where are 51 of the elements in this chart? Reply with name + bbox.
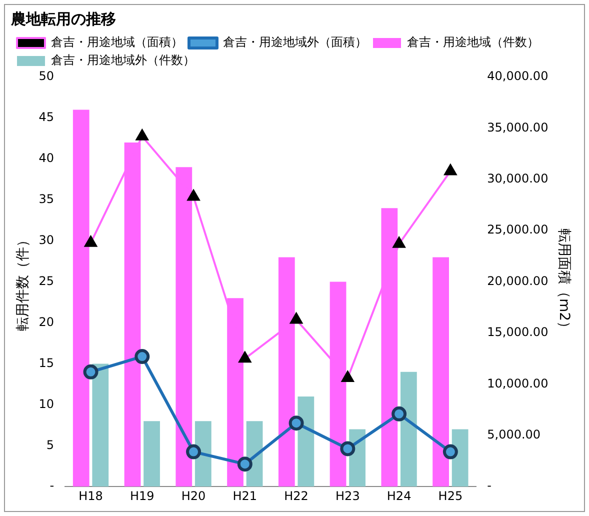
x-tick-label: H25: [438, 488, 463, 503]
bar: [194, 421, 212, 487]
y-tick-label: 40: [38, 151, 54, 166]
x-tick-label: H23: [336, 488, 360, 503]
y2-tick-label: 30,000.00: [487, 172, 548, 186]
y2-tick-label: 25,000.00: [487, 222, 548, 237]
y-tick-label: 45: [38, 110, 54, 124]
bar: [452, 429, 468, 487]
bar: [92, 364, 109, 487]
point: [237, 456, 252, 472]
bar: [400, 372, 417, 487]
y2-tick-label: -: [487, 478, 492, 493]
x-tick-label: H24: [386, 488, 412, 503]
x-tick-label: H22: [284, 488, 308, 503]
x-tick-label: H21: [232, 488, 258, 503]
legend-label: 倉吉・用途地域外（面積）: [223, 35, 367, 50]
point: [288, 416, 304, 431]
point: [340, 441, 356, 456]
bar: [298, 396, 314, 487]
point: [186, 444, 202, 460]
bar: [144, 421, 160, 487]
y2-tick-label: 40,000.00: [487, 69, 548, 84]
x-tick-label: H18: [78, 488, 103, 503]
y-tick-label: 35: [38, 192, 54, 206]
y-tick-label: -: [50, 478, 54, 493]
y-tick-label: 30: [38, 232, 54, 247]
y2-axis-title: 転用面積（m2）: [556, 228, 572, 336]
y2-tick-label: 35,000.00: [487, 120, 548, 134]
x-tick-label: H19: [130, 488, 154, 503]
y-tick-label: 25: [38, 274, 54, 288]
y-tick-label: 5: [46, 438, 54, 452]
legend-label: 倉吉・用途地域（面積）: [51, 35, 183, 50]
y2-tick-label: 5,000.00: [487, 428, 541, 442]
bar: [432, 257, 449, 487]
point: [134, 349, 150, 364]
y2-tick-label: 10,000.00: [487, 376, 548, 390]
y2-tick-label: 15,000.00: [487, 325, 548, 340]
x-tick-label: H20: [181, 488, 206, 503]
legend-label: 倉吉・用途地域（件数）: [407, 35, 539, 50]
y-tick-label: 15: [38, 356, 54, 370]
point: [392, 406, 407, 422]
point: [83, 364, 98, 380]
y2-tick-label: 20,000.00: [487, 274, 548, 288]
y-tick-label: 50: [38, 69, 54, 84]
y-axis-title: 転用件数（件）: [15, 232, 32, 331]
point: [442, 444, 458, 460]
bar: [72, 110, 90, 487]
y-tick-label: 20: [38, 314, 54, 329]
y-tick-label: 10: [38, 396, 54, 411]
legend-label: 倉吉・用途地域外（件数）: [51, 53, 195, 68]
chart-title: 農地転用の推移: [10, 10, 116, 28]
